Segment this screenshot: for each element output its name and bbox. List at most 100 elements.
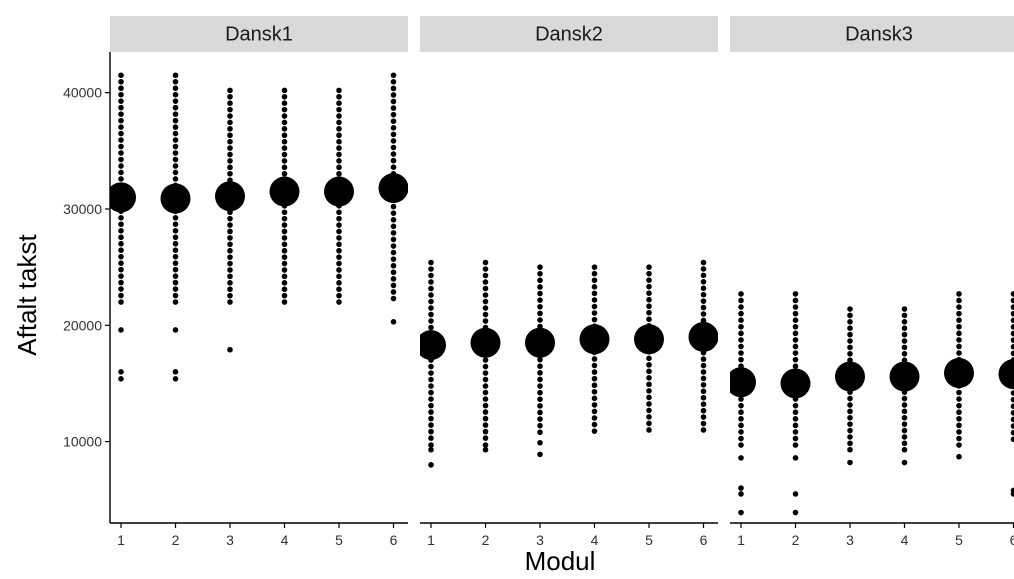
observation-point (792, 429, 799, 435)
observation-point (537, 439, 543, 446)
observation-point (118, 299, 124, 305)
observation-point (537, 416, 543, 422)
observation-point (336, 158, 342, 164)
observation-point (591, 408, 598, 415)
observation-point (118, 98, 124, 104)
x-tick-label: 6 (390, 532, 398, 548)
observation-point (172, 98, 179, 104)
observation-point (281, 145, 288, 151)
observation-point (118, 279, 124, 286)
observation-point (428, 305, 434, 311)
observation-point (172, 292, 179, 299)
observation-point (901, 331, 908, 338)
facet-strip (420, 16, 718, 52)
observation-point (591, 356, 598, 362)
observation-point (227, 279, 233, 286)
observation-point (227, 164, 233, 171)
observation-point (281, 113, 288, 119)
observation-point (956, 343, 962, 350)
y-tick-label: 40000 (63, 85, 102, 101)
panel-data (110, 72, 408, 382)
observation-point (700, 266, 707, 272)
observation-point (428, 311, 434, 318)
observation-point (537, 429, 543, 436)
observation-point (847, 344, 853, 351)
observation-point (700, 304, 707, 311)
observation-point (118, 327, 124, 333)
observation-point (901, 395, 908, 402)
observation-point (428, 318, 434, 324)
observation-point (172, 221, 179, 228)
observation-point (956, 323, 962, 330)
observation-point (537, 270, 543, 277)
observation-point (172, 247, 179, 254)
observation-point (956, 402, 962, 409)
observation-point (336, 299, 342, 305)
observation-point (172, 111, 179, 117)
observation-point (700, 259, 707, 266)
mean-point (215, 181, 245, 212)
observation-point (482, 383, 489, 389)
observation-point (646, 270, 652, 277)
observation-point (390, 124, 397, 131)
observation-point (227, 93, 233, 100)
observation-point (956, 409, 962, 416)
observation-point (118, 240, 124, 247)
observation-point (847, 402, 853, 408)
x-tick-label: 4 (281, 532, 289, 548)
observation-point (738, 304, 744, 310)
observation-point (227, 215, 233, 222)
observation-point (482, 422, 489, 428)
observation-point (172, 266, 179, 273)
mean-point (324, 176, 354, 207)
observation-point (390, 289, 397, 295)
observation-point (428, 292, 434, 298)
panel-dansk2: Dansk2 1 2 3 4 5 6 (420, 16, 718, 548)
observation-point (482, 285, 489, 292)
x-tick-label: 6 (1010, 532, 1014, 548)
observation-point (172, 234, 179, 241)
observation-point (956, 429, 962, 435)
mean-point (160, 183, 191, 214)
observation-point (956, 422, 962, 429)
observation-point (390, 111, 397, 118)
observation-point (700, 394, 707, 401)
observation-point (281, 132, 288, 139)
observation-point (700, 401, 707, 407)
observation-point (118, 130, 124, 137)
observation-point (591, 284, 598, 290)
x-tick-label: 6 (700, 532, 708, 548)
observation-point (738, 435, 744, 442)
observation-point (700, 427, 707, 433)
panels-layer: Dansk1 1 2 3 4 5 6 Dansk2 1 2 3 4 5 6 Dansk3 1 2 3 4 5 6 (110, 16, 1014, 548)
observation-point (738, 422, 744, 429)
mean-point (269, 176, 300, 207)
observation-point (847, 440, 853, 447)
observation-point (336, 87, 342, 94)
observation-point (591, 290, 598, 297)
observation-point (901, 434, 908, 440)
observation-point (1010, 291, 1014, 297)
observation-point (118, 215, 124, 221)
observation-point (390, 92, 397, 98)
observation-point (1010, 350, 1014, 357)
observation-point (390, 243, 397, 249)
observation-point (1010, 491, 1014, 497)
observation-point (336, 286, 342, 293)
observation-point (1010, 337, 1014, 343)
observation-point (537, 396, 543, 403)
observation-point (428, 428, 434, 435)
observation-point (172, 104, 179, 111)
observation-point (281, 126, 288, 132)
observation-point (336, 151, 342, 158)
observation-point (646, 264, 652, 270)
x-tick-label: 3 (226, 532, 234, 548)
observation-point (390, 157, 397, 164)
observation-point (390, 276, 397, 282)
observation-point (700, 291, 707, 298)
panel-dansk3: Dansk3 1 2 3 4 5 6 (730, 16, 1014, 548)
x-tick-label: 1 (427, 532, 435, 548)
observation-point (591, 316, 598, 323)
observation-point (390, 203, 397, 210)
observation-point (738, 409, 744, 416)
